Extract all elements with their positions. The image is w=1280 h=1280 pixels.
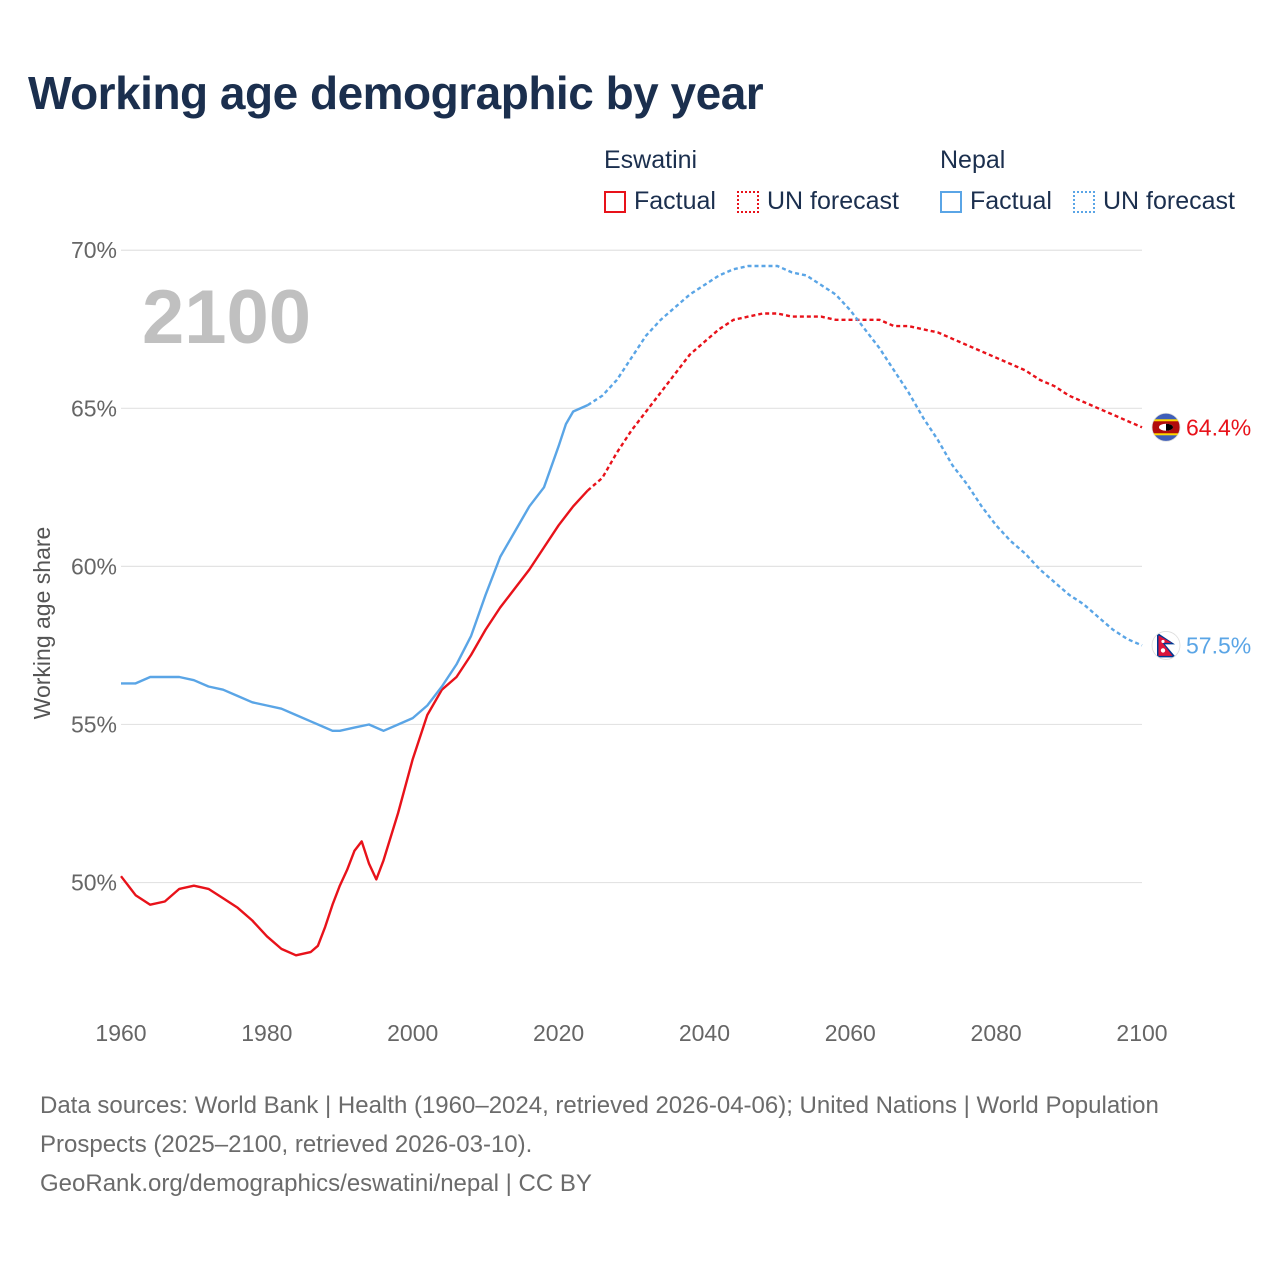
x-tick-label: 1980 — [241, 1020, 292, 1046]
data-sources: Data sources: World Bank | Health (1960–… — [40, 1092, 1159, 1158]
y-tick-label: 60% — [71, 553, 117, 579]
legend-group-nepal: Nepal — [940, 146, 1005, 175]
nepal-flag-icon — [1151, 631, 1181, 660]
series-line-nepal-factual[interactable] — [121, 404, 589, 732]
y-tick-label: 50% — [71, 870, 117, 896]
legend-group-name: Nepal — [940, 146, 1006, 174]
legend-swatch-dotted — [1073, 190, 1095, 213]
end-value-label-eswatini: 64.4% — [1186, 414, 1251, 440]
y-axis-label: Working age share — [29, 527, 55, 720]
legend-label: UN forecast — [1103, 187, 1235, 215]
year-watermark: 2100 — [142, 275, 311, 360]
y-tick-label: 55% — [71, 711, 117, 737]
x-tick-label: 2040 — [679, 1020, 730, 1046]
legend-swatch-dotted — [737, 190, 759, 213]
series-line-eswatini-forecast[interactable] — [586, 312, 1143, 492]
legend-label: Factual — [634, 187, 716, 215]
x-tick-label: 2020 — [533, 1020, 584, 1046]
end-value-label-nepal: 57.5% — [1186, 632, 1251, 658]
legend-item-nepal-forecast[interactable]: UN forecast — [1073, 187, 1235, 216]
series-lines — [120, 264, 1143, 957]
series-line-nepal-forecast[interactable] — [587, 264, 1143, 647]
credit-link[interactable]: GeoRank.org/demographics/eswatini/nepal … — [40, 1170, 592, 1197]
legend-item-eswatini-forecast[interactable]: UN forecast — [737, 187, 899, 216]
x-tick-label: 1960 — [95, 1020, 146, 1046]
x-tick-label: 2080 — [971, 1020, 1022, 1046]
legend-item-nepal-factual[interactable]: Factual — [940, 187, 1052, 216]
eswatini-flag-icon — [1151, 412, 1181, 442]
chart-title: Working age demographic by year — [28, 67, 764, 119]
end-labels: 64.4% 57.5% — [1151, 412, 1251, 660]
x-tick-label: 2100 — [1116, 1020, 1167, 1046]
legend-swatch-solid — [604, 190, 626, 213]
y-axis-ticks: 50% 55% 60% 65% 70% — [71, 237, 117, 895]
y-tick-label: 65% — [71, 395, 117, 421]
series-line-eswatini-factual[interactable] — [120, 489, 589, 957]
legend-label: UN forecast — [767, 187, 899, 215]
grid-lines — [121, 249, 1142, 884]
chart-area: 2100 50% 55% 60% 65% 70% 1960 1980 2000 2020 204… — [29, 237, 1251, 1046]
legend-group-eswatini: Eswatini — [604, 146, 697, 175]
y-tick-label: 70% — [71, 237, 117, 263]
legend-label: Factual — [970, 187, 1052, 215]
legend-item-eswatini-factual[interactable]: Factual — [604, 187, 716, 216]
x-tick-label: 2000 — [387, 1020, 438, 1046]
x-tick-label: 2060 — [825, 1020, 876, 1046]
legend-swatch-solid — [940, 190, 962, 213]
legend-group-name: Eswatini — [604, 146, 698, 174]
footer: Data sources: World Bank | Health (1960–… — [40, 1086, 1220, 1203]
x-axis-ticks: 1960 1980 2000 2020 2040 2060 2080 2100 — [95, 1020, 1167, 1046]
